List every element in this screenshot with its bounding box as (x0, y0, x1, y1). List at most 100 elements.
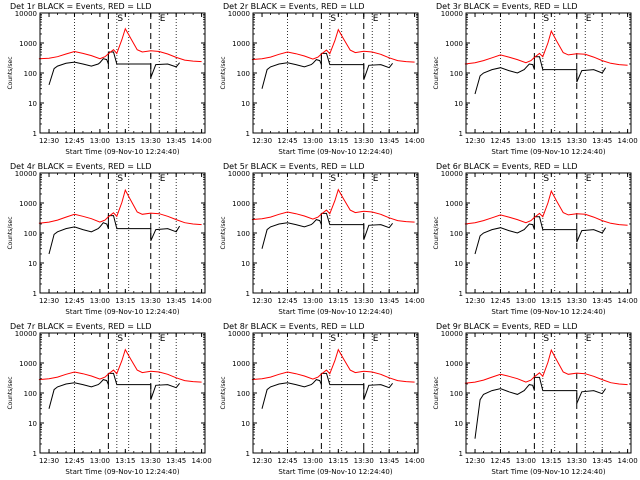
y-tick-label: 10 (241, 420, 250, 428)
x-tick-label: 14:00 (405, 297, 425, 305)
x-tick-label: 13:45 (166, 137, 186, 145)
x-tick-label: 13:15 (541, 137, 561, 145)
x-tick-label: 13:15 (328, 457, 348, 465)
y-tick-label: 1000 (19, 200, 37, 208)
x-tick-label: 14:00 (405, 137, 425, 145)
plot-frame (39, 332, 206, 454)
y-tick-label: 100 (237, 70, 250, 78)
chart-title: Det 4r BLACK = Events, RED = LLD (10, 162, 152, 171)
x-tick-label: 14:00 (192, 457, 212, 465)
y-axis-label: Counts/sec (433, 216, 440, 249)
x-tick-label: 13:15 (115, 297, 135, 305)
x-axis-label: Start Time (09-Nov-10 12:24:40) (65, 468, 179, 476)
events-series-line (474, 56, 607, 95)
chart-title: Det 3r BLACK = Events, RED = LLD (436, 2, 578, 11)
lld-series-line (464, 348, 628, 386)
chart-panel: Det 6r BLACK = Events, RED = LLD 1 10 100 10… (433, 162, 638, 316)
y-tick-label: 1000 (232, 200, 250, 208)
x-tick-label: 14:00 (192, 137, 212, 145)
chart-panel: Det 1r BLACK = Events, RED = LLD 1 10 100 10… (7, 2, 212, 156)
x-tick-label: 13:00 (516, 457, 536, 465)
end-marker: E (586, 14, 592, 24)
x-tick-label: 12:30 (39, 137, 59, 145)
y-tick-label: 1000 (445, 40, 463, 48)
x-tick-label: 13:00 (90, 297, 110, 305)
x-tick-label: 12:45 (277, 457, 297, 465)
end-marker: E (373, 14, 379, 24)
y-tick-label: 10 (454, 420, 463, 428)
y-tick-label: 10000 (441, 170, 463, 178)
x-axis-label: Start Time (09-Nov-10 12:24:40) (278, 308, 392, 316)
y-tick-label: 10000 (15, 10, 37, 18)
x-tick-label: 13:30 (354, 297, 374, 305)
y-tick-label: 10 (28, 420, 37, 428)
x-tick-label: 13:45 (379, 457, 399, 465)
x-axis-label: Start Time (09-Nov-10 12:24:40) (491, 308, 605, 316)
y-tick-label: 1 (246, 450, 250, 458)
start-marker: S (117, 174, 123, 184)
x-tick-label: 14:00 (618, 297, 638, 305)
y-tick-label: 100 (237, 390, 250, 398)
x-axis-label: Start Time (09-Nov-10 12:24:40) (65, 148, 179, 156)
x-tick-label: 12:30 (252, 457, 272, 465)
x-tick-label: 13:30 (141, 457, 161, 465)
y-axis-label: Counts/sec (433, 376, 440, 409)
y-tick-label: 10000 (228, 10, 250, 18)
events-series-line (474, 376, 607, 439)
y-tick-label: 1000 (232, 360, 250, 368)
x-tick-label: 13:30 (567, 137, 587, 145)
x-axis-label: Start Time (09-Nov-10 12:24:40) (491, 468, 605, 476)
end-marker: E (373, 174, 379, 184)
x-tick-label: 12:45 (64, 457, 84, 465)
x-tick-label: 12:30 (465, 297, 485, 305)
y-tick-label: 10000 (441, 330, 463, 338)
end-marker: E (373, 334, 379, 344)
x-tick-label: 12:30 (252, 297, 272, 305)
end-marker: E (160, 174, 166, 184)
end-marker: E (586, 174, 592, 184)
chart-title: Det 8r BLACK = Events, RED = LLD (223, 322, 365, 331)
plot-frame (465, 12, 632, 134)
plot-frame (252, 332, 419, 454)
events-series-line (261, 52, 393, 89)
events-series-line (474, 216, 607, 255)
chart-panel: Det 9r BLACK = Events, RED = LLD 1 10 100 10… (433, 322, 638, 476)
end-marker: E (160, 14, 166, 24)
x-tick-label: 13:15 (115, 457, 135, 465)
end-marker: E (160, 334, 166, 344)
x-tick-label: 13:15 (541, 297, 561, 305)
start-marker: S (330, 14, 336, 24)
y-tick-label: 100 (450, 70, 463, 78)
y-tick-label: 10 (241, 100, 250, 108)
lld-series-line (38, 348, 202, 383)
x-tick-label: 12:45 (64, 137, 84, 145)
y-tick-label: 10 (241, 260, 250, 268)
y-tick-label: 10 (28, 260, 37, 268)
x-tick-label: 13:30 (567, 297, 587, 305)
events-series-line (48, 51, 180, 86)
x-axis-label: Start Time (09-Nov-10 12:24:40) (65, 308, 179, 316)
y-tick-label: 1 (33, 290, 37, 298)
x-tick-label: 13:45 (592, 137, 612, 145)
events-series-line (261, 212, 393, 249)
y-tick-label: 10000 (228, 330, 250, 338)
y-tick-label: 1 (33, 130, 37, 138)
lld-series-line (464, 189, 628, 226)
x-tick-label: 13:00 (303, 457, 323, 465)
plot-frame (252, 12, 419, 134)
chart-title: Det 1r BLACK = Events, RED = LLD (10, 2, 152, 11)
x-tick-label: 13:30 (141, 137, 161, 145)
start-marker: S (117, 334, 123, 344)
y-tick-label: 1000 (445, 360, 463, 368)
y-tick-label: 1 (246, 130, 250, 138)
x-tick-label: 13:00 (90, 137, 110, 145)
y-axis-label: Counts/sec (220, 376, 227, 409)
x-tick-label: 12:30 (252, 137, 272, 145)
x-axis-label: Start Time (09-Nov-10 12:24:40) (278, 468, 392, 476)
x-tick-label: 13:00 (516, 297, 536, 305)
x-tick-label: 13:30 (141, 297, 161, 305)
lld-series-line (251, 188, 415, 223)
y-axis-label: Counts/sec (220, 216, 227, 249)
y-axis-label: Counts/sec (433, 56, 440, 89)
lld-series-line (251, 28, 415, 63)
